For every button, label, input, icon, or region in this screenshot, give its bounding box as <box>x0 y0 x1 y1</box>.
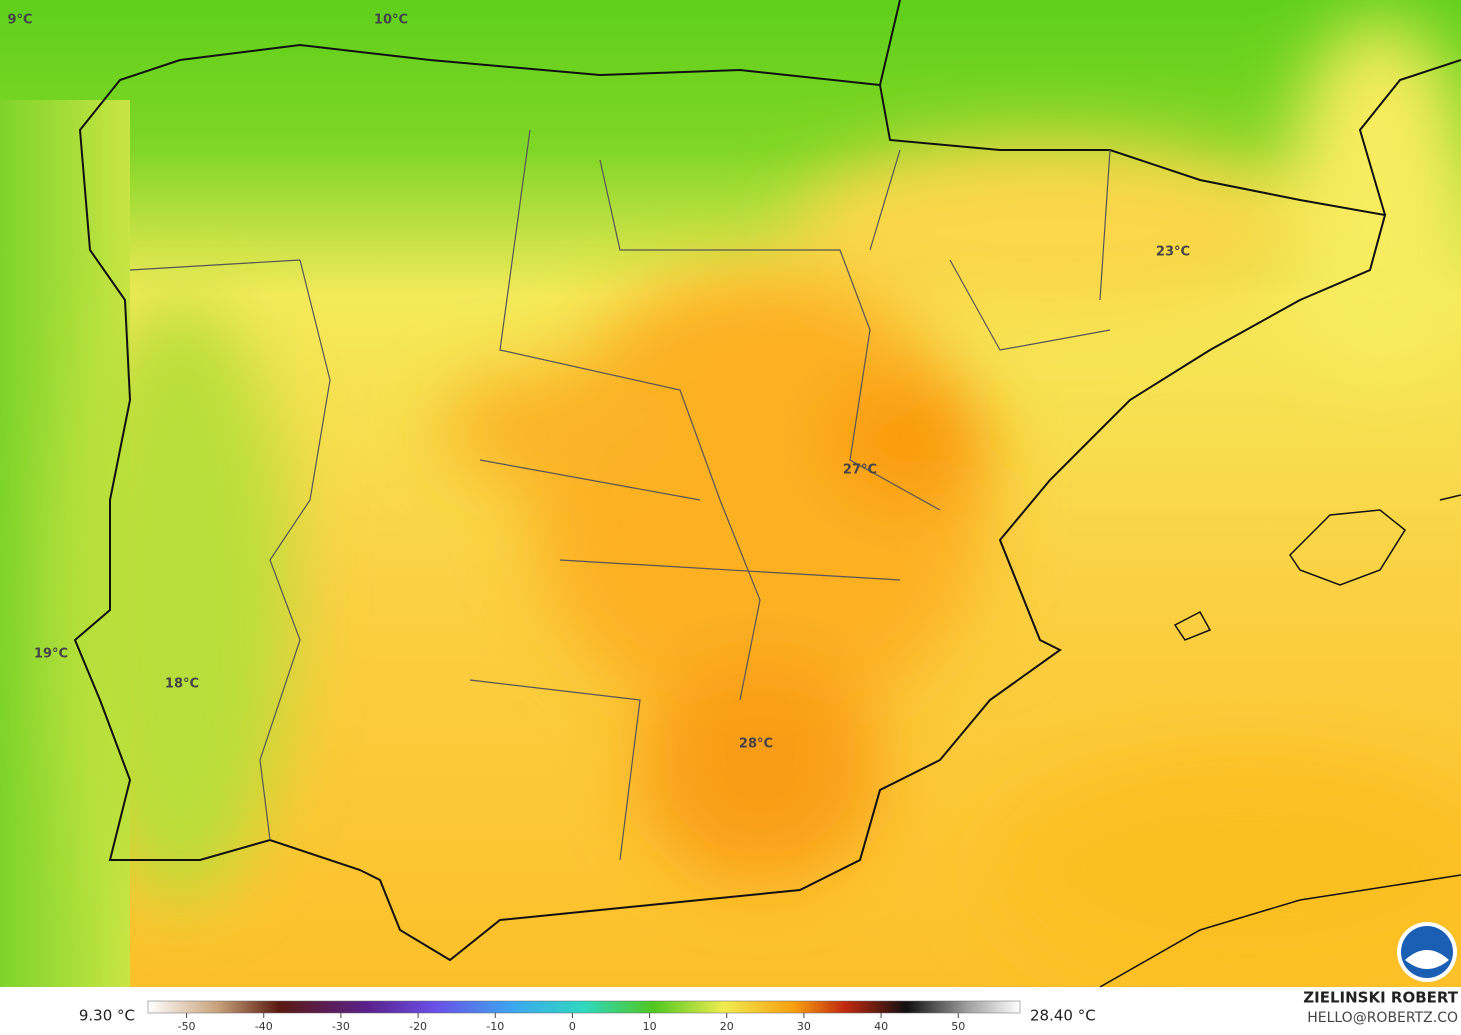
temperature-label: 23°C <box>1156 245 1190 260</box>
colorbar-tick-label: -10 <box>486 1020 504 1033</box>
colorbar-tick-label: 30 <box>797 1020 811 1033</box>
credit-name: ZIELINSKI ROBERT <box>1303 989 1458 1007</box>
colorbar-tick-label: -40 <box>255 1020 273 1033</box>
temperature-label: 28°C <box>739 737 773 752</box>
colorbar-tick-label: -50 <box>178 1020 196 1033</box>
balearic-islands <box>1173 494 1461 641</box>
colorbar-tick-label: 20 <box>720 1020 734 1033</box>
coastline <box>73 43 1387 962</box>
borders <box>129 129 1111 861</box>
max-label: 28.40 °C <box>1030 1007 1096 1025</box>
colorbar-tick-label: 50 <box>951 1020 965 1033</box>
colorbar-tick-label: 10 <box>643 1020 657 1033</box>
credit-contact: HELLO@ROBERTZ.CO <box>1307 1010 1458 1026</box>
noaa-logo <box>1397 922 1457 982</box>
coastline-france <box>879 0 1461 216</box>
temperature-label: 18°C <box>165 677 199 692</box>
temperature-label: 27°C <box>843 463 877 478</box>
colorbar-tick-label: -30 <box>332 1020 350 1033</box>
temperature-label: 10°C <box>374 13 408 28</box>
colorbar <box>147 1000 1021 1014</box>
temperature-label: 19°C <box>34 647 68 662</box>
temperature-label: 9°C <box>7 13 32 28</box>
colorbar-tick-label: 40 <box>874 1020 888 1033</box>
temperature-field <box>0 0 1461 987</box>
colorbar-tick-label: 0 <box>569 1020 576 1033</box>
coastline-africa <box>1099 874 1461 987</box>
min-label: 9.30 °C <box>79 1007 135 1025</box>
colorbar-tick-label: -20 <box>409 1020 427 1033</box>
